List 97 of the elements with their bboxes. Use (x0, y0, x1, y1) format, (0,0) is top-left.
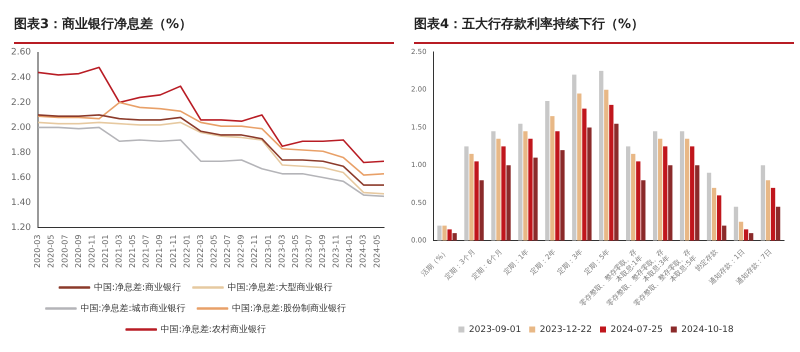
bar (533, 158, 538, 241)
x-tick-label: 2020-07 (60, 234, 70, 268)
bar (680, 131, 684, 241)
bar (474, 161, 479, 241)
bar (712, 188, 716, 241)
bar (550, 116, 555, 241)
bar (770, 188, 776, 241)
bar (442, 226, 447, 241)
bar (738, 222, 744, 241)
legend-label: 中国:净息差:大型商业银行 (228, 282, 333, 293)
bar (572, 74, 576, 241)
bar (614, 124, 619, 241)
x-tick-label: 2021-05 (128, 234, 138, 268)
x-tick-label: 2024-03 (358, 234, 368, 268)
chart-title: 图表4：五大行存款利率持续下行（%） (414, 8, 794, 44)
bar (582, 108, 587, 241)
bar (760, 165, 766, 241)
x-tick-label: 2023-05 (290, 234, 300, 268)
bar (658, 138, 662, 241)
bar (690, 146, 694, 241)
bar (631, 154, 636, 241)
y-tick-label: 2.00 (10, 122, 32, 133)
x-tick-label: 2021-07 (142, 234, 151, 268)
bar (555, 131, 560, 241)
legend-label: 中国:净息差:城市商业银行 (80, 302, 186, 314)
bar (501, 146, 506, 241)
x-tick-label: 2020-09 (74, 234, 83, 268)
y-tick-label: 2.40 (10, 72, 32, 83)
bar (636, 161, 640, 241)
bar (706, 172, 712, 241)
bar (523, 131, 528, 241)
bar (437, 226, 442, 241)
bar (722, 226, 726, 241)
x-tick-label: 2020-03 (33, 234, 42, 268)
bar (684, 138, 690, 241)
x-tick-label: 2023-03 (277, 234, 286, 268)
y-tick-label: 1.60 (10, 172, 32, 183)
legend-label: 中国:净息差:股份制商业银行 (232, 302, 346, 314)
bar (506, 165, 511, 241)
x-tick-label: 2023-09 (318, 234, 328, 268)
x-tick-label: 2021-03 (114, 234, 124, 268)
bar (587, 127, 592, 241)
bar (749, 233, 754, 241)
x-tick-label: 2020-11 (87, 234, 96, 268)
bar (545, 101, 550, 241)
x-tick-label: 2022-05 (209, 234, 218, 268)
bar (452, 233, 457, 241)
legend-label: 2024-10-18 (681, 324, 734, 335)
y-tick-label: 2.20 (10, 98, 32, 108)
bar (695, 165, 700, 241)
x-tick-label: 2021-01 (100, 234, 110, 268)
y-tick-label: 1.80 (10, 148, 32, 158)
bar (528, 138, 533, 241)
bar (766, 180, 770, 241)
bar (496, 138, 501, 241)
bar (668, 165, 672, 241)
x-tick-label: 2022-03 (196, 234, 205, 268)
x-tick-label: 2024-01 (345, 234, 354, 268)
legend-label: 中国:净息差:农村商业银行 (160, 324, 266, 335)
bar (479, 180, 484, 241)
bar (599, 70, 604, 241)
bar (560, 150, 565, 241)
x-tick-label: 2023-01 (264, 234, 273, 268)
x-tick-label: 2021-11 (168, 234, 178, 268)
bar (609, 104, 614, 241)
bar (652, 131, 658, 241)
bar (734, 206, 738, 241)
x-tick-label: 2022-01 (182, 234, 192, 268)
legend-label: 2023-09-01 (468, 324, 522, 335)
x-tick-label: 2022-11 (250, 234, 260, 268)
bar (518, 124, 522, 241)
bar (776, 206, 780, 241)
x-tick-label: 2021-09 (155, 234, 164, 268)
bar (464, 146, 469, 241)
x-tick-label: 2024-05 (372, 234, 382, 268)
x-tick-label: 2020-05 (46, 234, 56, 268)
bar (663, 146, 668, 241)
bar (604, 90, 608, 241)
bar (577, 94, 582, 241)
y-tick-label: 1.40 (10, 198, 32, 208)
chart-title: 图表3：商业银行净息差（%） (14, 8, 394, 44)
bar (744, 229, 748, 241)
bar (447, 229, 452, 241)
bar (716, 195, 722, 241)
bar (626, 146, 630, 241)
legend-label: 中国:净息差:商业银行 (94, 282, 182, 293)
x-tick-label: 2022-07 (223, 234, 232, 268)
y-tick-label: 1.20 (10, 222, 32, 233)
bar (469, 154, 474, 241)
legend-label: 2024-07-25 (610, 324, 663, 335)
bar (491, 131, 496, 241)
legend-label: 2023-12-22 (540, 324, 592, 335)
y-tick-label: 2.60 (10, 48, 32, 58)
x-tick-label: 2022-09 (236, 234, 246, 268)
x-tick-label: 2023-07 (304, 234, 314, 268)
bar (641, 180, 646, 241)
x-tick-label: 2023-11 (332, 234, 341, 268)
